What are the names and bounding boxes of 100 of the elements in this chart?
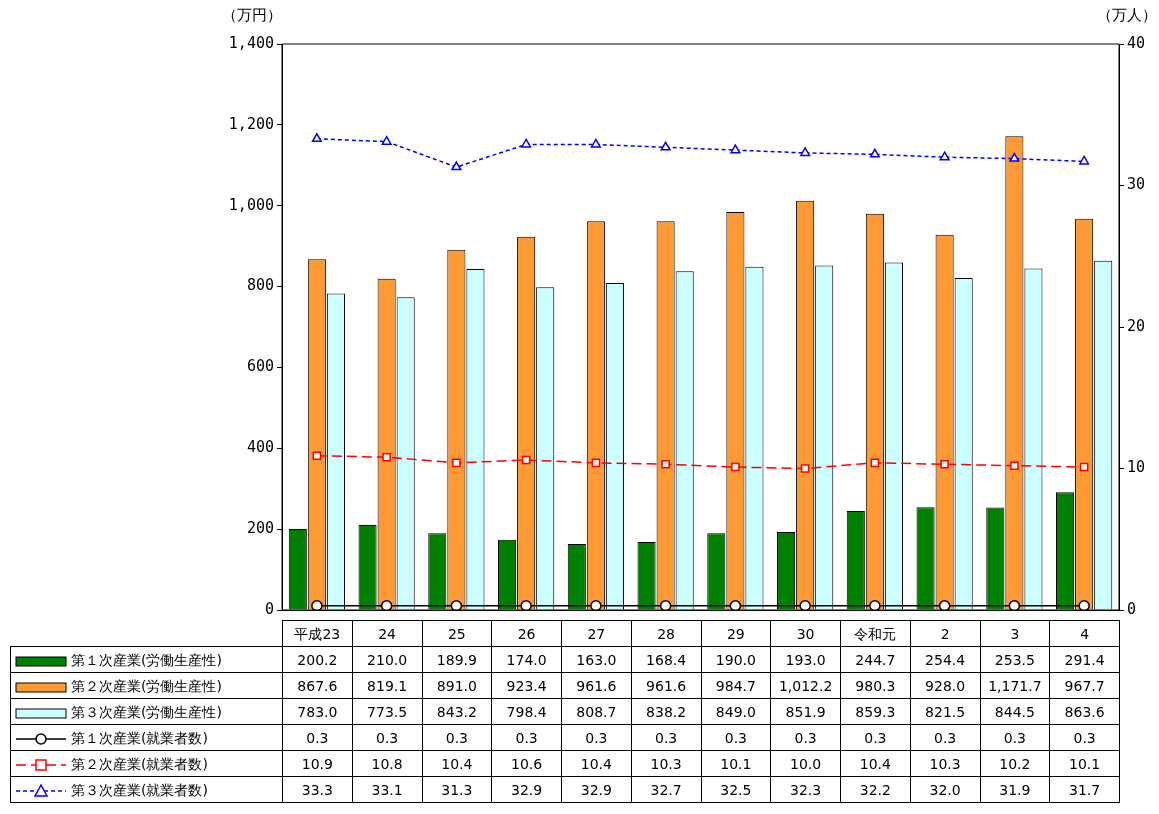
point xyxy=(869,148,880,158)
point xyxy=(451,161,462,171)
point xyxy=(660,141,671,151)
data-label: 32.9 xyxy=(491,776,562,803)
y2-tick-label: 20 xyxy=(1127,316,1146,335)
data-label: 10.4 xyxy=(840,750,911,777)
data-label: 838.2 xyxy=(631,698,701,725)
data-label: 10.6 xyxy=(491,750,562,777)
point xyxy=(312,451,322,461)
y2-tick-label: 40 xyxy=(1127,33,1146,52)
data-label: 33.3 xyxy=(282,776,353,803)
y-tick-label: 400 xyxy=(246,438,274,457)
data-label: 0.3 xyxy=(491,724,562,751)
x-tick-label: 26 xyxy=(491,620,562,647)
point xyxy=(1010,461,1019,470)
data-label: 0.3 xyxy=(1049,724,1120,751)
data-label: 244.7 xyxy=(840,646,911,673)
y2-tick-label: 30 xyxy=(1127,175,1146,194)
data-label: 31.9 xyxy=(980,776,1050,803)
y-tick-label: 200 xyxy=(246,519,274,538)
y-tick-label: 600 xyxy=(246,357,274,376)
data-label: 1,171.7 xyxy=(980,672,1050,699)
point xyxy=(659,600,672,610)
legend-label: 第２次産業(就業者数) xyxy=(71,755,208,772)
point xyxy=(521,455,531,465)
data-label: 980.3 xyxy=(840,672,911,699)
data-label: 174.0 xyxy=(491,646,562,673)
data-label: 0.3 xyxy=(352,724,422,751)
point xyxy=(1078,600,1090,610)
data-label: 163.0 xyxy=(561,646,632,673)
point xyxy=(450,600,463,610)
legend-label: 第１次産業(就業者数) xyxy=(71,729,208,746)
point xyxy=(521,138,532,148)
data-label: 10.1 xyxy=(1049,750,1120,777)
x-tick-label: 4 xyxy=(1049,620,1120,647)
point xyxy=(591,458,601,468)
y-tick-label: 0 xyxy=(264,599,274,618)
data-label: 863.6 xyxy=(1049,698,1120,725)
point xyxy=(382,452,391,462)
point xyxy=(1008,600,1021,610)
y-tick-label: 1,000 xyxy=(228,195,274,214)
data-label: 819.1 xyxy=(352,672,422,699)
y-tick-label: 800 xyxy=(246,276,274,295)
data-label: 821.5 xyxy=(910,698,980,725)
data-label: 189.9 xyxy=(422,646,492,673)
x-tick-label: 平成23 xyxy=(282,620,353,647)
data-label: 0.3 xyxy=(910,724,980,751)
point xyxy=(311,133,322,143)
legend-label: 第３次産業(労働生産性) xyxy=(71,703,222,720)
data-label: 168.4 xyxy=(631,646,701,673)
data-label: 10.3 xyxy=(631,750,701,777)
data-label: 253.5 xyxy=(980,646,1050,673)
data-label: 31.7 xyxy=(1049,776,1120,803)
y-tick-label: 1,400 xyxy=(228,33,274,52)
data-label: 1,012.2 xyxy=(770,672,841,699)
data-label: 928.0 xyxy=(910,672,980,699)
data-label: 0.3 xyxy=(631,724,701,751)
data-label: 0.3 xyxy=(282,724,353,751)
point xyxy=(380,600,393,610)
data-label: 32.9 xyxy=(561,776,632,803)
data-label: 254.4 xyxy=(910,646,980,673)
x-tick-label: 令和元 xyxy=(840,620,911,647)
legend-label: 第３次産業(就業者数) xyxy=(71,781,208,798)
point xyxy=(870,458,880,468)
y2-axis-title: （万人） xyxy=(1097,6,1157,25)
point xyxy=(869,600,881,610)
data-label: 783.0 xyxy=(282,698,353,725)
data-label: 10.3 xyxy=(910,750,980,777)
data-label: 984.7 xyxy=(701,672,771,699)
x-tick-label: 30 xyxy=(770,620,841,647)
x-tick-label: 28 xyxy=(631,620,701,647)
data-label: 31.3 xyxy=(422,776,492,803)
data-label: 32.5 xyxy=(701,776,771,803)
data-label: 10.1 xyxy=(701,750,771,777)
data-label: 210.0 xyxy=(352,646,422,673)
data-label: 844.5 xyxy=(980,698,1050,725)
data-label: 961.6 xyxy=(631,672,701,699)
x-tick-label: 29 xyxy=(701,620,771,647)
legend-label: 第１次産業(労働生産性) xyxy=(71,651,222,668)
data-label: 859.3 xyxy=(840,698,911,725)
data-label: 32.0 xyxy=(910,776,980,803)
data-label: 849.0 xyxy=(701,698,771,725)
y-tick-label: 1,200 xyxy=(228,114,274,133)
data-label: 967.7 xyxy=(1049,672,1120,699)
data-label: 0.3 xyxy=(840,724,911,751)
data-label: 32.7 xyxy=(631,776,701,803)
y2-tick-label: 10 xyxy=(1127,458,1146,477)
point xyxy=(1079,155,1090,165)
point xyxy=(800,147,811,157)
data-label: 0.3 xyxy=(980,724,1050,751)
point xyxy=(729,600,742,610)
point xyxy=(940,459,949,469)
x-tick-label: 3 xyxy=(980,620,1050,647)
point xyxy=(520,600,532,610)
point xyxy=(799,600,811,610)
data-label: 10.0 xyxy=(770,750,841,777)
data-label: 798.4 xyxy=(491,698,562,725)
data-label: 773.5 xyxy=(352,698,422,725)
x-tick-label: 2 xyxy=(910,620,980,647)
point xyxy=(731,462,740,472)
